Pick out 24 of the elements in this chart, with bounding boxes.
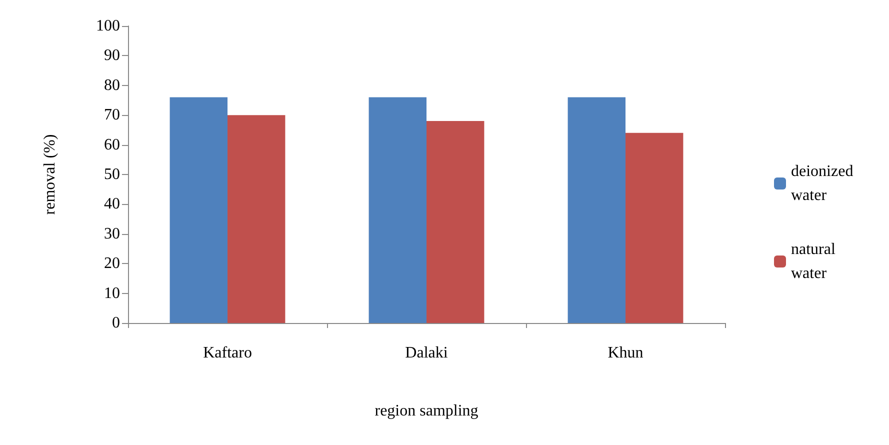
bar <box>170 97 228 323</box>
y-tick-label: 50 <box>104 166 120 183</box>
x-tick-label: Kaftaro <box>203 344 252 362</box>
y-tick-label: 60 <box>104 136 120 154</box>
legend-label: deionized water <box>791 163 858 204</box>
y-tick-label: 90 <box>104 47 120 64</box>
bar <box>626 132 684 323</box>
y-tick-label: 70 <box>104 106 120 124</box>
bar <box>368 97 426 323</box>
bar <box>228 115 286 323</box>
bar <box>426 121 484 323</box>
y-tick-label: 20 <box>104 255 120 272</box>
y-tick-label: 100 <box>96 18 120 34</box>
x-tick-label: Dalaki <box>405 344 448 362</box>
y-tick-label: 40 <box>104 196 120 213</box>
y-tick-label: 10 <box>104 284 120 302</box>
y-axis-title: removal (%) <box>42 134 58 215</box>
y-tick-label: 0 <box>112 314 120 332</box>
y-tick-label: 30 <box>104 225 120 242</box>
x-tick-label: Khun <box>608 344 644 362</box>
bar <box>568 97 626 323</box>
y-tick-label: 80 <box>104 76 120 94</box>
legend-label: natural water <box>791 241 840 282</box>
x-axis-title: region sampling <box>374 402 478 420</box>
